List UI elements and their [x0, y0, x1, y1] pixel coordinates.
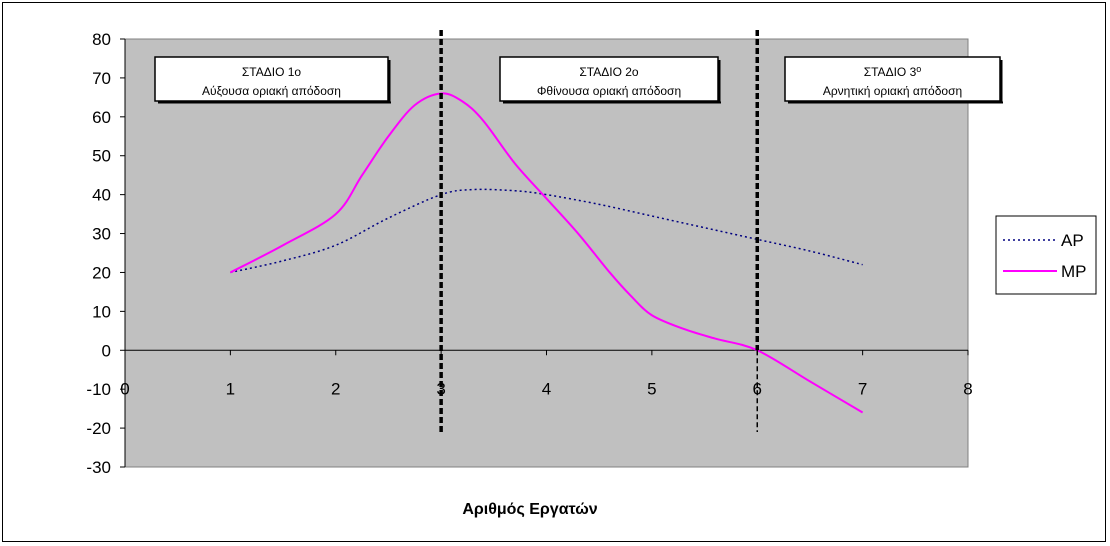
x-tick-label: 2	[331, 379, 340, 398]
x-tick-label: 1	[226, 379, 235, 398]
series-ap-line	[230, 188, 863, 274]
x-tick-label: 8	[963, 379, 972, 398]
stage-3-box: ΣΤΑΔΙΟ 3ο Αρνητική οριακή απόδοση	[784, 56, 1003, 104]
stage-2-box: ΣΤΑΔΙΟ 2ο Φθίνουσα οριακή απόδοση	[499, 56, 721, 104]
y-tick-label: 80	[92, 30, 111, 49]
stage-box-title: ΣΤΑΔΙΟ 3ο	[864, 64, 922, 79]
y-tick-label: 30	[92, 225, 111, 244]
stage-box-title: ΣΤΑΔΙΟ 2ο	[579, 65, 639, 79]
stage-box-subtitle: Αύξουσα οριακή απόδοση	[202, 84, 341, 98]
y-tick-label: 60	[92, 108, 111, 127]
y-tick-label: -20	[86, 419, 111, 438]
stage-1-box: ΣΤΑΔΙΟ 1ο Αύξουσα οριακή απόδοση	[154, 56, 391, 104]
y-tick-label: 0	[102, 341, 111, 360]
stage-box-rect	[784, 56, 1001, 102]
legend-box	[995, 215, 1097, 295]
series-mp-line	[229, 92, 864, 414]
y-tick-label: -30	[86, 458, 111, 477]
annotation-boxes: ΣΤΑΔΙΟ 1ο Αύξουσα οριακή απόδοση ΣΤΑΔΙΟ 2ο…	[154, 56, 1003, 104]
x-tick-label: 4	[542, 379, 551, 398]
legend-label-mp: MP	[1061, 262, 1087, 281]
y-tick-label: 50	[92, 147, 111, 166]
stage-box-title: ΣΤΑΔΙΟ 1ο	[242, 65, 302, 79]
x-tick-label: 3	[436, 379, 445, 398]
x-ticks: 0 1 2 3 4 5 6 7 8	[120, 350, 973, 398]
stage-box-subtitle: Φθίνουσα οριακή απόδοση	[537, 84, 681, 98]
y-tick-label: 40	[92, 186, 111, 205]
x-tick-label: 5	[647, 379, 656, 398]
stage-box-rect	[499, 56, 719, 102]
stage-lines	[439, 30, 759, 432]
y-tick-label: 10	[92, 302, 111, 321]
y-ticks: -30 -20 -10 0 10 20 30 40 50 60 70 80	[86, 30, 125, 477]
stage-box-subtitle: Αρνητική οριακή απόδοση	[823, 84, 962, 98]
stage-box-superscript: ο	[916, 64, 921, 74]
x-tick-label: 0	[120, 379, 129, 398]
x-tick-label: 6	[753, 379, 762, 398]
y-tick-label: 70	[92, 69, 111, 88]
legend-label-ap: AP	[1061, 231, 1084, 250]
x-axis-title: Αριθμός Εργατών	[462, 501, 597, 518]
stage-box-rect	[154, 56, 389, 102]
series-group	[229, 92, 864, 414]
y-tick-label: -10	[86, 380, 111, 399]
legend: AP MP	[995, 215, 1097, 295]
x-tick-label: 7	[858, 379, 867, 398]
y-tick-label: 20	[92, 263, 111, 282]
plot-area	[124, 38, 969, 468]
